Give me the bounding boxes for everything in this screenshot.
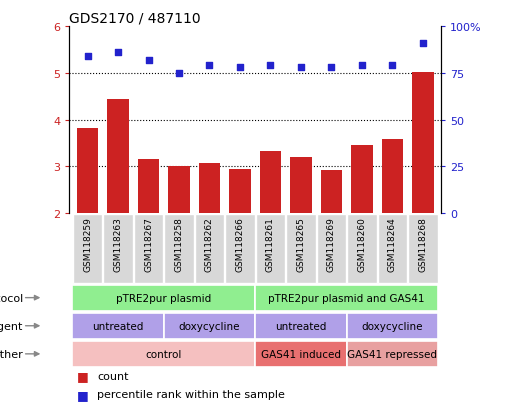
FancyBboxPatch shape [255, 285, 438, 311]
Point [419, 40, 427, 47]
Text: GSM118269: GSM118269 [327, 216, 336, 271]
Text: untreated: untreated [275, 321, 327, 331]
Text: percentile rank within the sample: percentile rank within the sample [97, 389, 285, 399]
Text: GDS2170 / 487110: GDS2170 / 487110 [69, 12, 201, 26]
Text: pTRE2pur plasmid: pTRE2pur plasmid [116, 293, 211, 303]
Text: GSM118267: GSM118267 [144, 216, 153, 271]
Text: pTRE2pur plasmid and GAS41: pTRE2pur plasmid and GAS41 [268, 293, 425, 303]
Text: GSM118268: GSM118268 [419, 216, 427, 271]
FancyBboxPatch shape [408, 214, 438, 283]
FancyBboxPatch shape [164, 214, 193, 283]
Point [266, 63, 274, 69]
Text: ■: ■ [77, 388, 88, 401]
FancyBboxPatch shape [72, 285, 255, 311]
Bar [351, 145, 372, 214]
Bar [77, 129, 98, 214]
Text: GSM118266: GSM118266 [235, 216, 245, 271]
Text: doxycycline: doxycycline [362, 321, 423, 331]
FancyBboxPatch shape [72, 313, 164, 339]
Text: untreated: untreated [92, 321, 144, 331]
Point [358, 63, 366, 69]
FancyBboxPatch shape [347, 313, 438, 339]
FancyBboxPatch shape [195, 214, 224, 283]
Text: GAS41 induced: GAS41 induced [261, 349, 341, 359]
FancyBboxPatch shape [73, 214, 102, 283]
FancyBboxPatch shape [378, 214, 407, 283]
Text: control: control [146, 349, 182, 359]
Bar [412, 73, 433, 214]
Bar [260, 152, 281, 214]
Text: agent: agent [0, 321, 23, 331]
Text: ■: ■ [77, 370, 88, 382]
Text: protocol: protocol [0, 293, 23, 303]
Text: doxycycline: doxycycline [179, 321, 240, 331]
Bar [138, 160, 159, 214]
Text: GSM118262: GSM118262 [205, 216, 214, 271]
Point [236, 65, 244, 71]
Point [145, 57, 153, 64]
Text: GSM118260: GSM118260 [358, 216, 366, 271]
Text: GSM118263: GSM118263 [113, 216, 123, 271]
Bar [229, 170, 251, 214]
FancyBboxPatch shape [134, 214, 163, 283]
Point [388, 63, 397, 69]
FancyBboxPatch shape [255, 313, 347, 339]
Point [297, 65, 305, 71]
FancyBboxPatch shape [104, 214, 133, 283]
FancyBboxPatch shape [164, 313, 255, 339]
Bar [168, 166, 190, 214]
Text: count: count [97, 371, 129, 381]
Point [205, 63, 213, 69]
FancyBboxPatch shape [72, 341, 255, 367]
Bar [199, 163, 220, 214]
FancyBboxPatch shape [255, 341, 347, 367]
Point [327, 65, 336, 71]
Text: GSM118259: GSM118259 [83, 216, 92, 271]
Point [114, 50, 122, 56]
Bar [382, 140, 403, 214]
FancyBboxPatch shape [256, 214, 285, 283]
Bar [107, 100, 129, 214]
Text: GSM118258: GSM118258 [174, 216, 184, 271]
Text: GSM118265: GSM118265 [297, 216, 305, 271]
FancyBboxPatch shape [347, 341, 438, 367]
Bar [290, 158, 311, 214]
Text: other: other [0, 349, 23, 359]
FancyBboxPatch shape [317, 214, 346, 283]
FancyBboxPatch shape [225, 214, 254, 283]
FancyBboxPatch shape [347, 214, 377, 283]
Text: GSM118261: GSM118261 [266, 216, 275, 271]
Text: GAS41 repressed: GAS41 repressed [347, 349, 438, 359]
Bar [321, 170, 342, 214]
Text: GSM118264: GSM118264 [388, 216, 397, 271]
Point [175, 70, 183, 77]
FancyBboxPatch shape [286, 214, 315, 283]
Point [84, 53, 92, 60]
